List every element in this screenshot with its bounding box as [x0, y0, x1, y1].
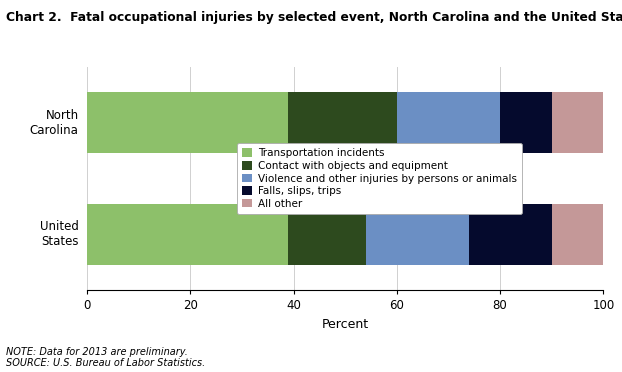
Bar — [552, 92, 603, 154]
Bar — [500, 92, 552, 154]
Bar — [397, 92, 500, 154]
Bar — [552, 204, 603, 265]
Bar — [87, 204, 289, 265]
Legend: Transportation incidents, Contact with objects and equipment, Violence and other: Transportation incidents, Contact with o… — [237, 143, 522, 214]
Bar — [87, 92, 289, 154]
Bar — [289, 92, 397, 154]
Text: Chart 2.  Fatal occupational injuries by selected event, North Carolina and the : Chart 2. Fatal occupational injuries by … — [6, 11, 622, 24]
Bar — [366, 204, 469, 265]
Bar — [469, 204, 552, 265]
X-axis label: Percent: Percent — [322, 318, 369, 331]
Text: NOTE: Data for 2013 are preliminary.
SOURCE: U.S. Bureau of Labor Statistics.: NOTE: Data for 2013 are preliminary. SOU… — [6, 347, 205, 368]
Bar — [289, 204, 366, 265]
